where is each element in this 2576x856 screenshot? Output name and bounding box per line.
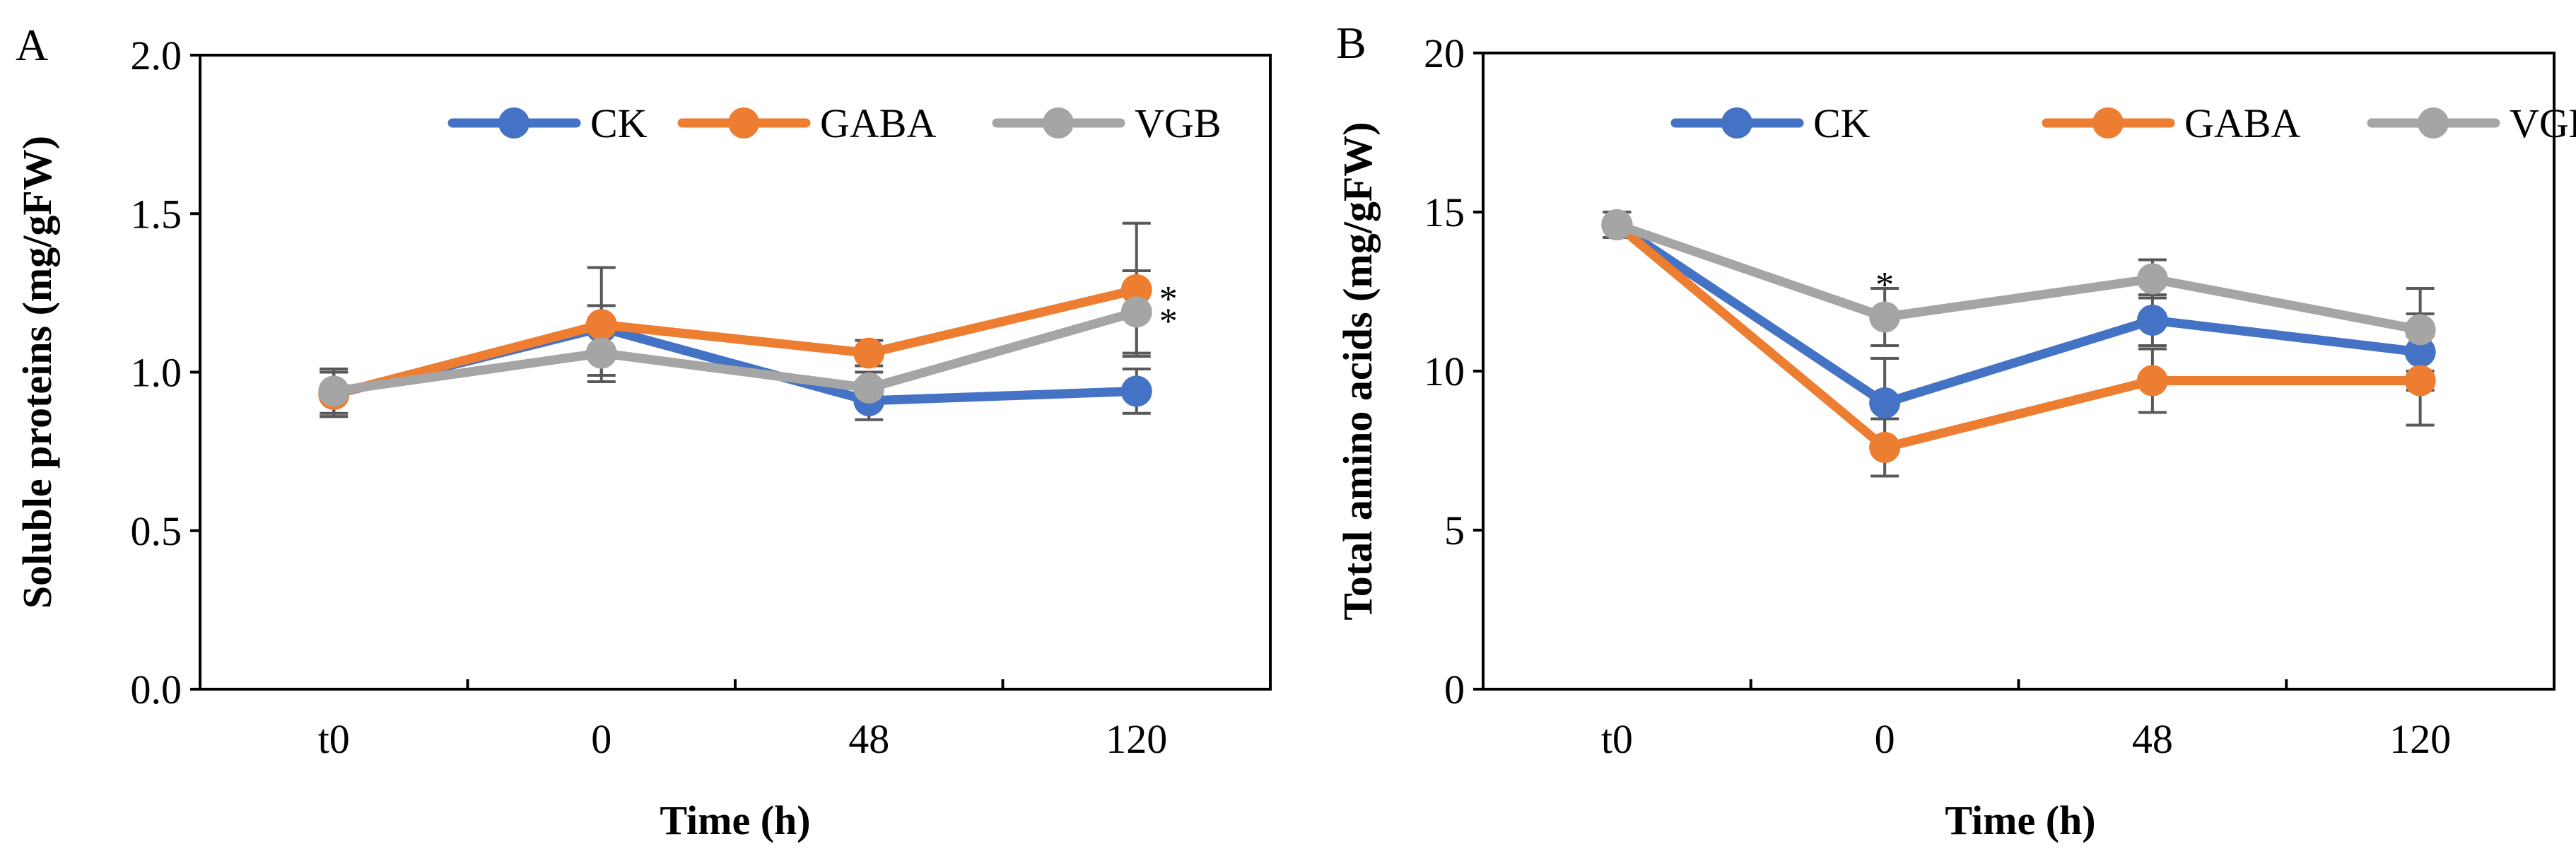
- series-vgb: [1603, 211, 2435, 373]
- y-tick-label: 15: [1424, 189, 1465, 235]
- data-point-gaba: [2404, 365, 2436, 397]
- series-line-vgb: [329, 307, 1142, 396]
- data-point-vgb: [1869, 301, 1901, 333]
- series-line-vgb: [1612, 220, 2425, 334]
- y-tick-label: 20: [1424, 30, 1465, 76]
- series-line-ck: [1612, 220, 2425, 408]
- significance-star: *: [1875, 265, 1894, 305]
- legend-item-ck: CK: [1670, 100, 1870, 146]
- significance-star: *: [1159, 301, 1178, 341]
- legend-item-vgb: VGB: [2367, 100, 2576, 146]
- legend-item-gaba: GABA: [2042, 100, 2300, 146]
- y-tick-label: 10: [1424, 348, 1465, 394]
- data-point-gaba: [1869, 432, 1901, 463]
- panel-label: A: [16, 20, 48, 70]
- data-point-gaba: [2136, 365, 2168, 397]
- data-point-gaba: [585, 309, 617, 341]
- legend-marker: [1043, 107, 1074, 139]
- y-tick-label: 2.0: [131, 33, 182, 78]
- data-point-ck: [1869, 387, 1901, 418]
- data-point-vgb: [2136, 263, 2168, 295]
- chart-panel-b: 0 5 10 15 20 t0 0 48 120 Time (h) Total amino acid…: [1335, 18, 2576, 843]
- y-axis-title: Total amino acids (mg/gFW): [1335, 122, 1381, 620]
- y-axis-title: Soluble proteins (mg/gFW): [14, 136, 60, 609]
- data-point-ck: [2136, 305, 2168, 336]
- legend-label: CK: [1813, 100, 1870, 146]
- plot-frame: [1482, 52, 2555, 691]
- y-tick-label: 1.0: [131, 350, 182, 396]
- legend-label: VGB: [2510, 100, 2576, 146]
- data-point-vgb: [318, 375, 350, 407]
- data-point-vgb: [1120, 296, 1152, 328]
- y-tick-label: 1.5: [131, 191, 182, 237]
- legend-item-ck: CK: [447, 100, 648, 146]
- y-tick-label: 0: [1444, 667, 1465, 713]
- series-gaba: [1603, 211, 2435, 478]
- x-tick-label: 0: [1875, 716, 1895, 762]
- series-line-gaba: [329, 285, 1142, 399]
- x-tick-label: t0: [1601, 716, 1633, 762]
- x-tick-label: 120: [2389, 716, 2451, 762]
- data-point-ck: [1120, 375, 1152, 407]
- legend-marker: [2092, 107, 2124, 139]
- y-tick-label: 0.5: [131, 508, 182, 554]
- legend-marker: [728, 107, 759, 139]
- x-tick-label: 48: [848, 716, 889, 762]
- data-point-vgb: [1601, 209, 1633, 240]
- series-line-gaba: [1612, 220, 2425, 452]
- legend-label: VGB: [1135, 100, 1221, 146]
- x-tick-label: 120: [1106, 716, 1167, 762]
- y-tick-label: 5: [1444, 508, 1465, 553]
- data-point-gaba: [853, 337, 885, 369]
- x-tick-label: t0: [318, 716, 350, 762]
- legend-marker: [2418, 107, 2449, 139]
- legend-label: GABA: [820, 100, 936, 146]
- data-point-ck: [2404, 336, 2436, 368]
- x-axis-title: Time (h): [1945, 797, 2095, 843]
- legend-item-gaba: GABA: [677, 100, 936, 146]
- x-tick-label: 48: [2132, 716, 2173, 762]
- panel-label: B: [1336, 18, 1366, 68]
- y-tick-label: 0.0: [131, 667, 182, 713]
- legend-marker: [1721, 107, 1752, 139]
- chart-panel-a: 0.0 0.5 1.0 1.5 2.0 t0 0 48 120 Time (h) Soluble p…: [14, 20, 1272, 843]
- legend-label: CK: [590, 100, 648, 146]
- data-point-gaba: [1120, 274, 1152, 305]
- significance-star: *: [1159, 279, 1178, 319]
- data-point-vgb: [2404, 314, 2436, 346]
- legend-label: GABA: [2184, 100, 2300, 146]
- legend-marker: [498, 107, 529, 139]
- x-tick-label: 0: [591, 716, 611, 762]
- data-point-vgb: [585, 337, 617, 369]
- x-axis-title: Time (h): [660, 797, 810, 843]
- data-point-vgb: [853, 372, 885, 404]
- legend-item-vgb: VGB: [992, 100, 1221, 146]
